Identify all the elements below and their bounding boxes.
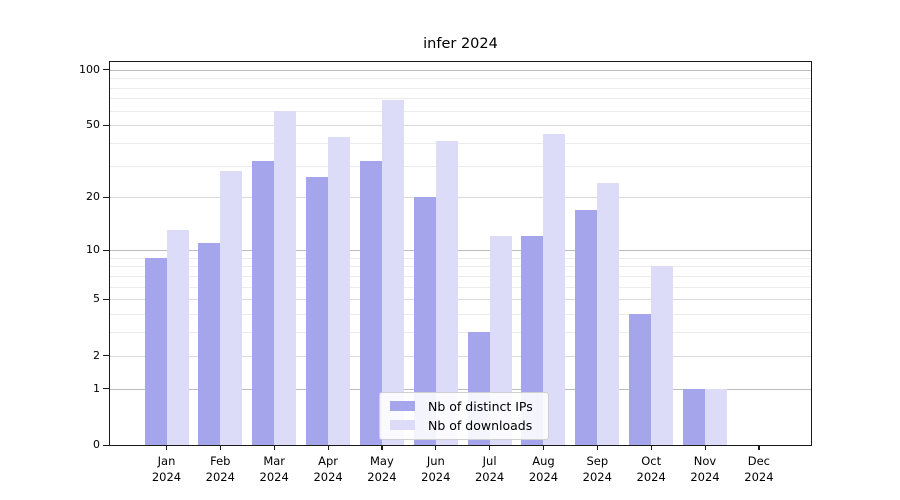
bar-distinct-ips-feb-2024 — [198, 242, 221, 445]
bar-downloads-feb-2024 — [220, 171, 243, 445]
x-tick-mark-dec-2024 — [758, 446, 760, 450]
gridline-80 — [110, 87, 811, 89]
x-tick-mark-nov-2024 — [704, 446, 706, 450]
legend-swatch-downloads — [390, 420, 415, 430]
bar-downloads-jun-2024 — [435, 141, 458, 445]
bar-downloads-mar-2024 — [274, 110, 297, 445]
x-tick-mark-may-2024 — [381, 446, 383, 450]
x-tick-label-apr-2024: Apr 2024 — [313, 454, 343, 484]
x-tick-label-dec-2024: Dec 2024 — [744, 454, 774, 484]
legend-item-downloads: Nb of downloads — [390, 417, 538, 433]
gridline-100 — [110, 69, 811, 71]
gridline-8 — [110, 266, 811, 268]
bar-distinct-ips-may-2024 — [359, 160, 382, 445]
gridline-5 — [110, 299, 811, 301]
x-tick-label-nov-2024: Nov 2024 — [690, 454, 720, 484]
x-tick-label-sep-2024: Sep 2024 — [582, 454, 612, 484]
bar-downloads-sep-2024 — [597, 183, 620, 445]
gridline-70 — [110, 98, 811, 100]
x-tick-mark-feb-2024 — [219, 446, 221, 450]
bar-downloads-jan-2024 — [166, 230, 189, 445]
bar-distinct-ips-jun-2024 — [413, 197, 436, 445]
gridline-30 — [110, 165, 811, 167]
y-tick-label-2: 2 — [93, 348, 100, 362]
y-tick-mark-20 — [103, 196, 109, 199]
x-tick-mark-oct-2024 — [650, 446, 652, 450]
x-tick-mark-jul-2024 — [489, 446, 491, 450]
bar-downloads-aug-2024 — [543, 133, 566, 445]
y-tick-mark-5 — [103, 298, 109, 300]
legend-swatch-distinct-ips — [390, 401, 415, 411]
gridline-3 — [110, 332, 811, 334]
legend: Nb of distinct IPs Nb of downloads — [379, 392, 549, 440]
x-tick-label-may-2024: May 2024 — [367, 454, 397, 484]
legend-item-distinct-ips: Nb of distinct IPs — [390, 398, 538, 414]
gridline-50 — [110, 125, 811, 127]
x-tick-label-feb-2024: Feb 2024 — [205, 454, 235, 484]
bar-downloads-nov-2024 — [705, 388, 727, 445]
y-tick-label-5: 5 — [93, 292, 100, 306]
bar-distinct-ips-oct-2024 — [629, 314, 652, 445]
x-tick-label-jan-2024: Jan 2024 — [151, 454, 182, 484]
y-tick-mark-100 — [103, 69, 109, 71]
gridline-4 — [110, 314, 811, 316]
x-tick-label-jul-2024: Jul 2024 — [474, 454, 505, 484]
bar-downloads-oct-2024 — [651, 266, 674, 445]
gridline-7 — [110, 275, 811, 277]
y-tick-label-10: 10 — [86, 243, 100, 256]
y-tick-label-100: 100 — [79, 62, 100, 76]
x-tick-mark-aug-2024 — [543, 446, 545, 450]
y-tick-mark-1 — [103, 388, 109, 390]
x-tick-mark-jun-2024 — [435, 446, 437, 450]
x-tick-mark-jan-2024 — [166, 446, 168, 450]
gridline-10 — [110, 250, 811, 251]
bar-downloads-apr-2024 — [328, 137, 351, 445]
y-tick-label-50: 50 — [86, 118, 100, 132]
x-tick-label-oct-2024: Oct 2024 — [636, 454, 666, 484]
bar-distinct-ips-jan-2024 — [144, 257, 167, 445]
gridline-60 — [110, 110, 811, 112]
y-tick-mark-2 — [103, 355, 109, 357]
legend-label-distinct-ips: Nb of distinct IPs — [428, 398, 533, 414]
y-tick-label-20: 20 — [86, 190, 100, 204]
bar-distinct-ips-nov-2024 — [683, 388, 705, 445]
bar-distinct-ips-sep-2024 — [575, 209, 598, 445]
x-tick-label-mar-2024: Mar 2024 — [259, 454, 289, 484]
bar-downloads-may-2024 — [381, 99, 404, 445]
x-tick-mark-mar-2024 — [273, 446, 275, 450]
x-tick-label-jun-2024: Jun 2024 — [421, 454, 451, 484]
bar-distinct-ips-mar-2024 — [252, 160, 275, 445]
bar-distinct-ips-apr-2024 — [306, 177, 329, 445]
gridline-40 — [110, 143, 811, 144]
gridline-1 — [110, 388, 811, 390]
gridline-2 — [110, 355, 811, 357]
gridline-20 — [110, 197, 811, 199]
x-tick-label-aug-2024: Aug 2024 — [528, 454, 559, 484]
y-tick-mark-50 — [103, 124, 109, 126]
gridline-90 — [110, 78, 811, 80]
y-tick-label-1: 1 — [93, 381, 100, 395]
legend-label-downloads: Nb of downloads — [428, 417, 533, 433]
gridline-9 — [110, 257, 811, 259]
gridline-6 — [110, 286, 811, 288]
x-tick-mark-apr-2024 — [327, 446, 329, 450]
chart-title: infer 2024 — [423, 36, 498, 52]
x-tick-mark-sep-2024 — [596, 446, 598, 450]
y-tick-label-0: 0 — [93, 438, 100, 451]
y-tick-mark-0 — [103, 444, 109, 446]
y-tick-mark-10 — [103, 249, 109, 251]
plot-area — [109, 61, 812, 446]
